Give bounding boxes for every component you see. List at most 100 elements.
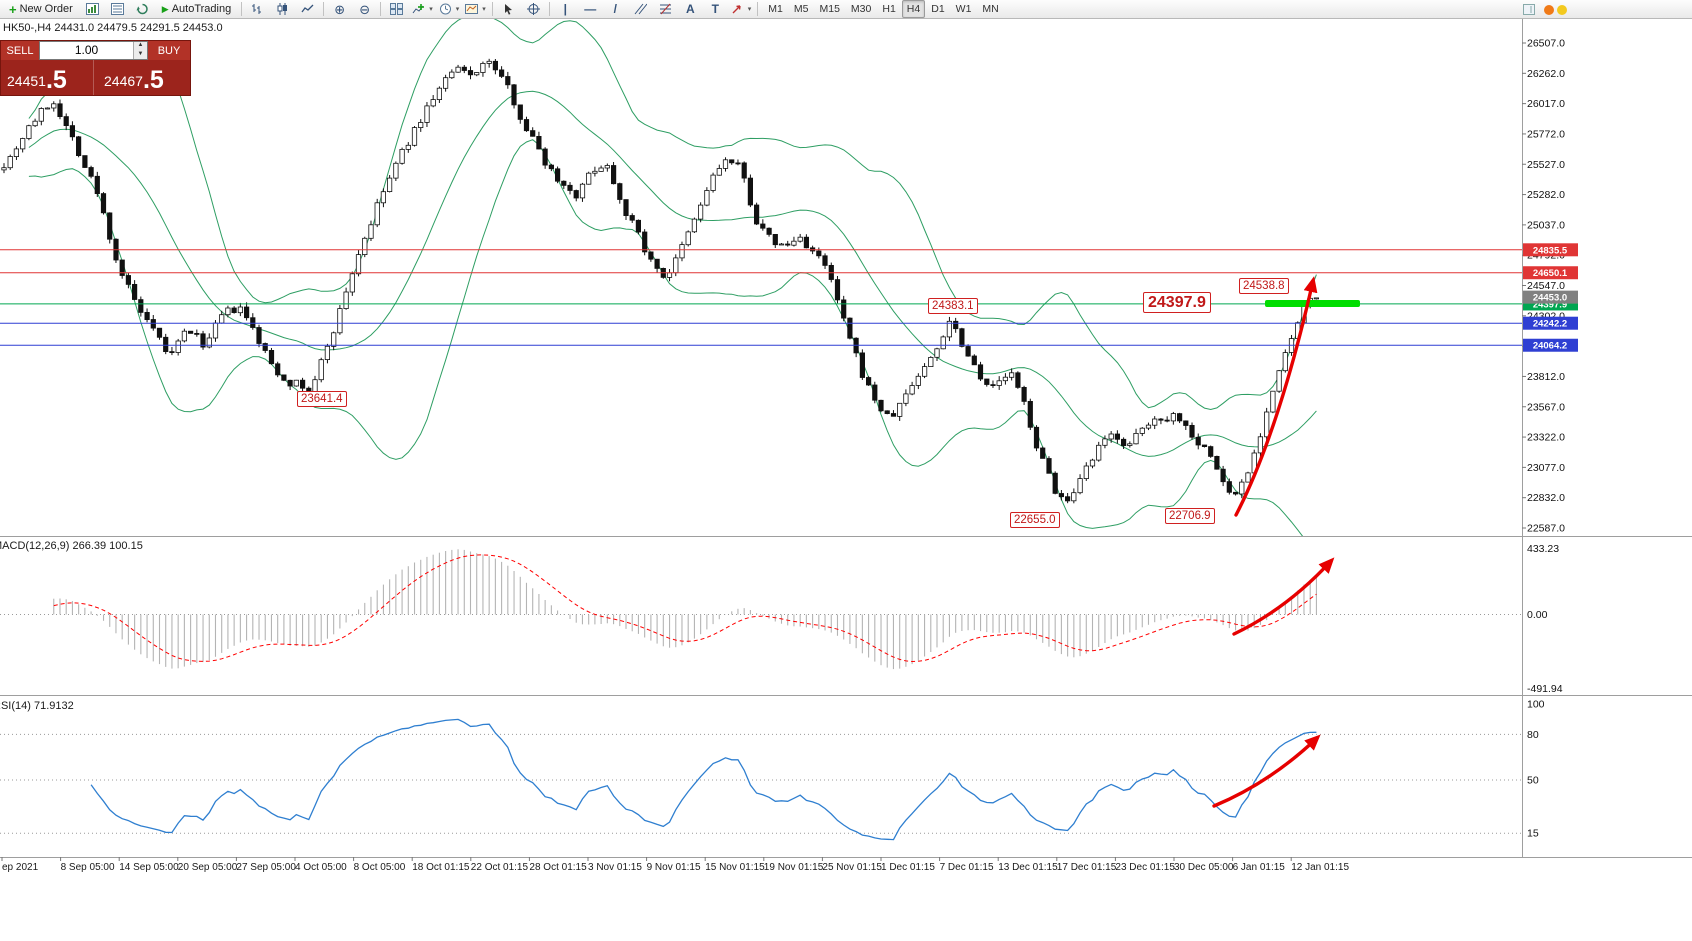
templates-icon[interactable]: ▾ [462, 0, 489, 19]
price-tag: 24453.0 [1523, 290, 1578, 304]
svg-text:4 Oct 05:00: 4 Oct 05:00 [295, 862, 347, 873]
status-orange-dot-icon [1544, 4, 1554, 15]
trend-arrow-object[interactable] [1232, 557, 1335, 636]
autotrading-play-icon: ▶ [161, 3, 169, 14]
candlestick-chart-type-icon[interactable] [270, 0, 295, 19]
svg-text:22587.0: 22587.0 [1527, 523, 1565, 535]
rsi-panel[interactable] [0, 718, 1522, 841]
price-axis[interactable]: 22587.0 22832.0 23077.0 23322.0 23567.0 23812… [1522, 38, 1578, 840]
price-text-label[interactable]: 24538.8 [1239, 278, 1289, 294]
price-chart[interactable]: 22587.0 22832.0 23077.0 23322.0 23567.0 23812… [0, 0, 1692, 880]
toolbar-right-icons [1516, 1, 1567, 18]
svg-text:23567.0: 23567.0 [1527, 401, 1565, 413]
svg-text:23322.0: 23322.0 [1527, 432, 1565, 444]
channel-tool-icon[interactable] [628, 0, 653, 19]
toolbar-separator [757, 2, 759, 16]
price-text-label[interactable]: 23641.4 [297, 391, 347, 407]
toolbar-separator [380, 2, 382, 16]
time-axis[interactable]: ep 2021 8 Sep 05:00 14 Sep 05:00 20 Sep 05:… [1, 857, 1349, 873]
sell-price: 24451 [7, 73, 46, 89]
svg-text:25772.0: 25772.0 [1527, 128, 1565, 140]
price-text-label[interactable]: 22706.9 [1165, 508, 1215, 524]
svg-text:26507.0: 26507.0 [1527, 38, 1565, 50]
svg-text:24547.0: 24547.0 [1527, 280, 1565, 292]
svg-text:15 Nov 01:15: 15 Nov 01:15 [705, 862, 765, 873]
timeframe-button-H1[interactable]: H1 [882, 3, 896, 15]
arrows-tool-icon[interactable]: ▾ [728, 0, 755, 19]
vertical-line-tool-icon[interactable]: | [563, 2, 567, 16]
fibonacci-tool-icon[interactable] [653, 0, 678, 19]
new-order-button[interactable]: + New Order [2, 1, 80, 18]
svg-text:7 Dec 01:15: 7 Dec 01:15 [940, 862, 994, 873]
trend-arrow-object[interactable] [1212, 734, 1321, 808]
svg-text:8 Oct 05:00: 8 Oct 05:00 [354, 862, 406, 873]
line-chart-type-icon[interactable] [295, 0, 320, 19]
buy-price-button[interactable]: 24467 .5 [94, 60, 190, 95]
svg-text:17 Dec 01:15: 17 Dec 01:15 [1057, 862, 1117, 873]
volume-field[interactable]: 1.00 ▲ ▼ [39, 41, 148, 60]
trend-arrow-object[interactable] [1234, 276, 1318, 517]
timeframe-button-H4[interactable]: H4 [901, 0, 926, 18]
svg-text:1 Dec 01:15: 1 Dec 01:15 [881, 862, 935, 873]
candles [1, 58, 1319, 504]
bollinger-band[interactable] [28, 16, 1317, 411]
volume-value[interactable]: 1.00 [74, 43, 99, 57]
buy-button[interactable]: BUY [148, 41, 190, 60]
main-chart-panel[interactable] [1, 16, 1319, 548]
cursor-icon[interactable] [496, 0, 521, 19]
chart-ohlc-header: HK50-,H4 24431.0 24479.5 24291.5 24453.0 [3, 22, 223, 34]
timeframe-button-M1[interactable]: M1 [768, 3, 783, 15]
svg-text:24650.1: 24650.1 [1533, 268, 1568, 279]
svg-text:24835.5: 24835.5 [1533, 245, 1568, 256]
periods-caret-icon: ▾ [455, 6, 460, 13]
timeframe-button-D1[interactable]: D1 [931, 3, 945, 15]
autotrading-button[interactable]: ▶ AutoTrading [155, 1, 238, 18]
chart-shift-icon[interactable] [1516, 0, 1541, 19]
macd-panel[interactable] [0, 549, 1522, 670]
buy-price: 24467 [104, 73, 143, 89]
tile-windows-icon[interactable] [384, 0, 409, 19]
bar-chart-type-icon[interactable] [245, 0, 270, 19]
price-text-label[interactable]: 24397.9 [1143, 292, 1211, 313]
svg-text:24453.0: 24453.0 [1533, 293, 1567, 304]
svg-text:50: 50 [1527, 775, 1539, 787]
svg-text:ep 2021: ep 2021 [2, 862, 39, 873]
periods-clock-icon[interactable]: ▾ [436, 0, 463, 19]
status-yellow-dot-icon [1557, 4, 1567, 15]
volume-down-button[interactable]: ▼ [134, 50, 147, 59]
sell-price-button[interactable]: 24451 .5 [1, 60, 94, 95]
indicators-icon[interactable]: ▾ [409, 0, 436, 19]
price-tag: 24064.2 [1523, 338, 1578, 352]
charts-window-icon[interactable] [80, 0, 105, 19]
text-label-tool-icon[interactable]: T [711, 2, 719, 16]
timeframe-button-M15[interactable]: M15 [819, 3, 840, 15]
autotrading-label: AutoTrading [171, 3, 232, 15]
timeframe-button-W1[interactable]: W1 [955, 3, 972, 15]
horizontal-line-tool-icon[interactable]: — [584, 2, 597, 16]
svg-text:80: 80 [1527, 729, 1539, 741]
sell-button[interactable]: SELL [1, 41, 39, 60]
timeframe-button-M30[interactable]: M30 [850, 3, 872, 15]
crosshair-icon[interactable] [521, 0, 546, 19]
svg-text:23 Dec 01:15: 23 Dec 01:15 [1115, 862, 1175, 873]
trendline-tool-icon[interactable]: / [613, 2, 617, 16]
svg-text:22832.0: 22832.0 [1527, 492, 1565, 504]
volume-up-button[interactable]: ▲ [134, 42, 147, 51]
timeframe-button-MN[interactable]: MN [982, 3, 999, 15]
svg-text:15: 15 [1527, 828, 1539, 840]
refresh-icon[interactable] [130, 0, 155, 19]
toolbar: + New Order ▶ AutoTrading ⊕ ⊖ ▾ ▾ ▾ [0, 0, 1692, 19]
thick-trendline-object[interactable] [1265, 300, 1360, 307]
text-tool-icon[interactable]: A [685, 2, 695, 16]
zoom-out-icon[interactable]: ⊖ [359, 1, 371, 17]
price-text-label[interactable]: 22655.0 [1010, 512, 1060, 528]
sell-price-fraction: .5 [45, 66, 67, 94]
svg-text:18 Oct 01:15: 18 Oct 01:15 [412, 862, 470, 873]
zoom-in-icon[interactable]: ⊕ [334, 1, 346, 17]
bollinger-band[interactable] [28, 90, 1317, 457]
price-text-label[interactable]: 24383.1 [928, 298, 978, 314]
data-window-icon[interactable] [105, 0, 130, 19]
bollinger-band[interactable] [28, 139, 1317, 548]
new-order-plus-icon: + [9, 1, 17, 17]
timeframe-button-M5[interactable]: M5 [793, 3, 809, 15]
